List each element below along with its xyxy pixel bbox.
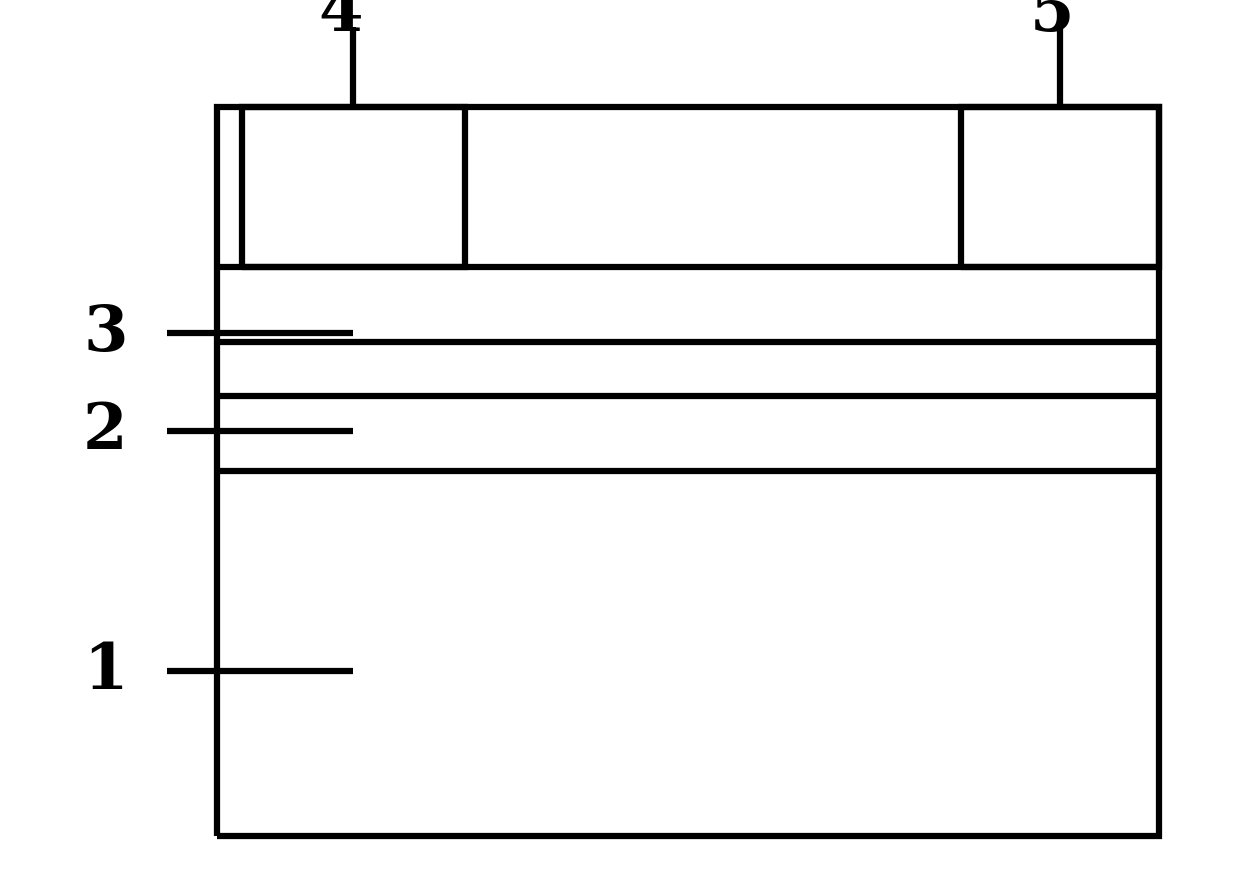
Text: 4: 4 (319, 0, 363, 44)
Text: 2: 2 (83, 401, 128, 461)
Text: 5: 5 (1029, 0, 1074, 44)
Text: 1: 1 (83, 641, 128, 701)
Text: 3: 3 (83, 303, 128, 364)
